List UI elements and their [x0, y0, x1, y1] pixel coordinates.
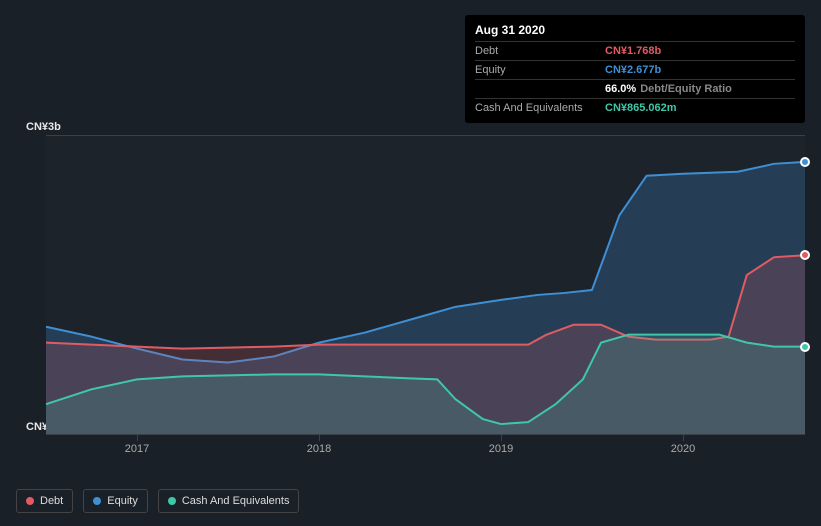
legend-label: Equity — [107, 495, 138, 507]
x-tick — [319, 435, 320, 441]
legend-swatch — [93, 497, 101, 505]
tooltip-label: Debt — [475, 45, 605, 57]
series-end-marker — [800, 342, 810, 352]
tooltip-value: 66.0%Debt/Equity Ratio — [605, 83, 795, 95]
tooltip-label: Cash And Equivalents — [475, 102, 605, 114]
x-label: 2017 — [125, 443, 149, 455]
legend-item[interactable]: Cash And Equivalents — [158, 489, 300, 513]
x-tick — [137, 435, 138, 441]
tooltip-row: 66.0%Debt/Equity Ratio — [475, 79, 795, 98]
tooltip-date: Aug 31 2020 — [475, 21, 795, 41]
legend-item[interactable]: Debt — [16, 489, 73, 513]
tooltip-extra: Debt/Equity Ratio — [640, 83, 732, 95]
x-axis: 2017 2018 2019 2020 — [46, 441, 805, 461]
tooltip-row: DebtCN¥1.768b — [475, 41, 795, 60]
yaxis-label-top: CN¥3b — [26, 121, 61, 133]
legend: Debt Equity Cash And Equivalents — [16, 489, 299, 513]
legend-label: Cash And Equivalents — [182, 495, 290, 507]
legend-label: Debt — [40, 495, 63, 507]
x-tick — [501, 435, 502, 441]
legend-swatch — [26, 497, 34, 505]
plot-area[interactable] — [46, 135, 805, 435]
tooltip-value: CN¥2.677b — [605, 64, 795, 76]
tooltip-label — [475, 83, 605, 95]
tooltip-row: EquityCN¥2.677b — [475, 60, 795, 79]
tooltip-value: CN¥1.768b — [605, 45, 795, 57]
x-tick — [683, 435, 684, 441]
tooltip-row: Cash And EquivalentsCN¥865.062m — [475, 98, 795, 117]
area-chart: CN¥3b CN¥0 2017201820192020 — [16, 121, 805, 461]
legend-swatch — [168, 497, 176, 505]
series-end-marker — [800, 250, 810, 260]
chart-tooltip: Aug 31 2020 DebtCN¥1.768bEquityCN¥2.677b… — [465, 15, 805, 123]
x-label: 2019 — [489, 443, 513, 455]
series-end-marker — [800, 157, 810, 167]
legend-item[interactable]: Equity — [83, 489, 148, 513]
x-label: 2018 — [307, 443, 331, 455]
tooltip-label: Equity — [475, 64, 605, 76]
tooltip-value: CN¥865.062m — [605, 102, 795, 114]
x-label: 2020 — [671, 443, 695, 455]
